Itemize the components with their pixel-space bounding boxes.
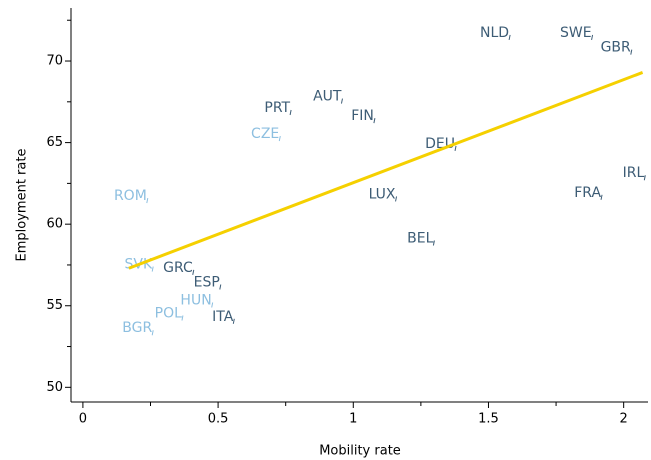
point	[630, 49, 633, 55]
point	[340, 98, 343, 104]
y-tick-label: 60	[46, 217, 63, 232]
point-label: AUT	[313, 89, 342, 105]
point	[232, 318, 235, 324]
point-label: ITA	[212, 309, 234, 325]
point	[454, 145, 457, 151]
y-tick-label: 65	[46, 135, 63, 150]
point	[219, 284, 222, 290]
x-tick-label: 1	[349, 412, 357, 427]
point	[181, 315, 184, 321]
point-label: FIN	[351, 108, 374, 124]
point-label: ROM	[114, 188, 147, 204]
y-tick-label: 70	[46, 54, 63, 69]
point-label: BGR	[122, 320, 152, 336]
point-label: HUN	[180, 292, 211, 308]
point	[192, 269, 195, 275]
y-tick-label: 55	[46, 298, 63, 313]
point-label: CZE	[251, 126, 279, 142]
point	[278, 135, 281, 142]
point	[432, 240, 435, 246]
point-label: PRT	[264, 100, 290, 116]
x-tick-label: 0.5	[208, 412, 229, 427]
x-axis-label: Mobility rate	[319, 444, 401, 459]
point-label: BEL	[407, 230, 433, 246]
point-label: SWE	[560, 25, 592, 41]
point-label: LUX	[369, 186, 396, 202]
y-tick-label: 50	[46, 380, 63, 395]
point	[151, 330, 154, 336]
point	[643, 175, 646, 181]
y-axis-label: Employment rate	[15, 149, 30, 262]
x-tick-label: 2	[620, 412, 628, 427]
point-label: FRA	[574, 185, 601, 201]
point	[289, 109, 292, 116]
point	[151, 266, 154, 272]
point-label: IRL	[623, 165, 645, 181]
fit-line	[128, 71, 644, 270]
point-label: ESP	[194, 275, 220, 291]
point	[373, 118, 376, 124]
x-tick-label: 1.5	[478, 412, 499, 427]
point	[591, 34, 594, 41]
point	[146, 197, 149, 204]
point	[508, 34, 511, 41]
point-label: POL	[155, 306, 182, 322]
point-label: GRC	[163, 260, 193, 276]
point-label: GBR	[601, 40, 631, 56]
x-tick-label: 0	[79, 412, 87, 427]
point	[600, 194, 603, 200]
point	[395, 196, 398, 202]
point	[211, 302, 214, 308]
point-label: NLD	[480, 25, 509, 41]
